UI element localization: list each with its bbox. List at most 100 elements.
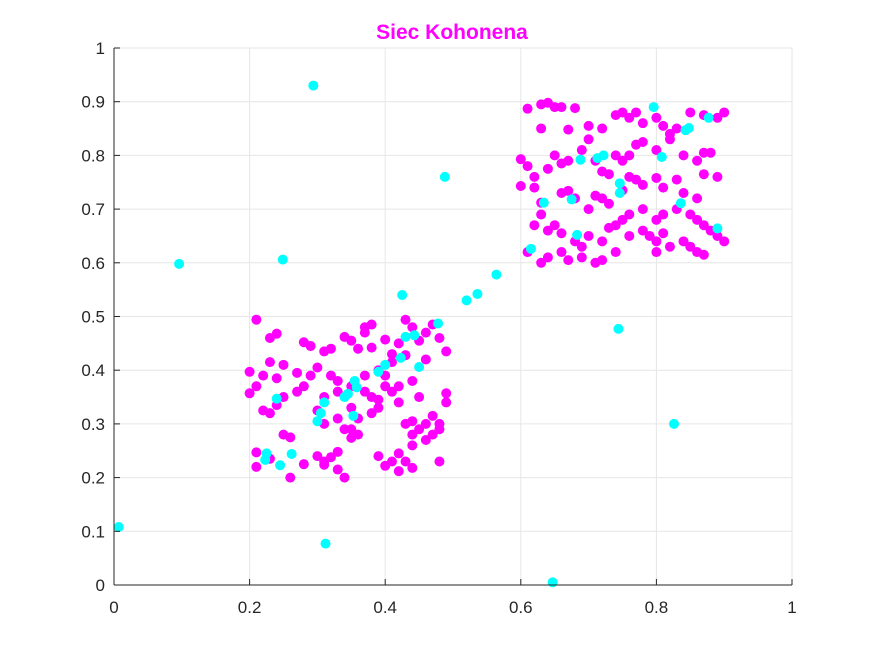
scatter-point-series-1 xyxy=(359,386,370,397)
scatter-point-series-1 xyxy=(522,161,533,172)
x-tick-label: 0.2 xyxy=(238,598,262,617)
scatter-point-series-1 xyxy=(359,370,370,381)
scatter-point-series-1 xyxy=(400,456,411,467)
scatter-point-series-1 xyxy=(698,249,709,260)
scatter-point-series-2 xyxy=(461,295,472,306)
scatter-point-series-1 xyxy=(637,136,648,147)
scatter-point-series-1 xyxy=(624,209,635,220)
scatter-point-series-1 xyxy=(678,150,689,161)
scatter-point-series-1 xyxy=(258,370,269,381)
scatter-point-series-1 xyxy=(373,402,384,413)
scatter-point-series-2 xyxy=(472,288,483,299)
scatter-point-series-2 xyxy=(312,416,323,427)
x-tick-label: 0.4 xyxy=(373,598,397,617)
scatter-point-series-1 xyxy=(434,332,445,343)
scatter-point-series-1 xyxy=(597,193,608,204)
scatter-point-series-1 xyxy=(542,252,553,263)
y-tick-label: 0.5 xyxy=(81,308,105,327)
scatter-point-series-1 xyxy=(244,388,255,399)
scatter-point-series-1 xyxy=(407,440,418,451)
scatter-point-series-2 xyxy=(174,258,185,269)
scatter-point-series-1 xyxy=(325,343,336,354)
scatter-point-series-1 xyxy=(583,120,594,131)
y-tick-label: 0.7 xyxy=(81,200,105,219)
scatter-point-series-1 xyxy=(414,424,425,435)
scatter-point-series-1 xyxy=(420,354,431,365)
scatter-point-series-1 xyxy=(692,193,703,204)
scatter-point-series-1 xyxy=(624,112,635,123)
scatter-point-series-1 xyxy=(346,424,357,435)
points-layer xyxy=(113,80,730,588)
scatter-point-series-2 xyxy=(592,153,603,164)
scatter-point-series-1 xyxy=(583,134,594,145)
scatter-point-series-1 xyxy=(264,408,275,419)
scatter-point-series-1 xyxy=(658,209,669,220)
scatter-point-series-2 xyxy=(113,522,124,533)
scatter-point-series-1 xyxy=(685,241,696,252)
scatter-point-series-1 xyxy=(420,327,431,338)
scatter-point-series-1 xyxy=(366,392,377,403)
scatter-point-series-1 xyxy=(414,392,425,403)
scatter-point-series-1 xyxy=(583,230,594,241)
scatter-point-series-1 xyxy=(692,155,703,166)
scatter-point-series-1 xyxy=(366,408,377,419)
scatter-point-series-1 xyxy=(420,435,431,446)
scatter-point-series-1 xyxy=(563,255,574,266)
scatter-point-series-1 xyxy=(631,174,642,185)
scatter-point-series-1 xyxy=(251,461,262,472)
scatter-point-series-1 xyxy=(264,357,275,368)
scatter-point-series-1 xyxy=(563,124,574,135)
scatter-point-series-1 xyxy=(576,145,587,156)
scatter-point-series-1 xyxy=(529,171,540,182)
scatter-point-series-1 xyxy=(353,429,364,440)
scatter-point-series-1 xyxy=(325,452,336,463)
scatter-point-series-1 xyxy=(386,349,397,360)
scatter-point-series-1 xyxy=(671,174,682,185)
scatter-point-series-1 xyxy=(705,147,716,158)
scatter-point-series-2 xyxy=(277,254,288,265)
scatter-point-series-1 xyxy=(319,459,330,470)
scatter-point-series-1 xyxy=(576,252,587,263)
scatter-point-series-2 xyxy=(397,290,408,301)
scatter-point-series-1 xyxy=(685,107,696,118)
scatter-point-series-1 xyxy=(698,169,709,180)
axes xyxy=(113,47,793,586)
y-tick-label: 0 xyxy=(96,576,105,595)
y-tick-label: 0.2 xyxy=(81,469,105,488)
scatter-point-series-2 xyxy=(319,397,330,408)
scatter-point-series-1 xyxy=(529,182,540,193)
scatter-point-series-1 xyxy=(597,123,608,134)
scatter-point-series-1 xyxy=(339,472,350,483)
y-tick-label: 0.4 xyxy=(81,361,105,380)
scatter-point-series-1 xyxy=(610,220,621,231)
scatter-point-series-1 xyxy=(441,397,452,408)
scatter-point-series-1 xyxy=(678,187,689,198)
scatter-point-series-2 xyxy=(339,392,350,403)
scatter-point-series-1 xyxy=(637,118,648,129)
scatter-point-series-1 xyxy=(698,220,709,231)
scatter-point-series-2 xyxy=(491,269,502,280)
scatter-point-series-1 xyxy=(386,456,397,467)
scatter-point-series-2 xyxy=(380,359,391,370)
scatter-point-series-1 xyxy=(583,204,594,215)
scatter-point-series-2 xyxy=(703,112,714,123)
scatter-point-series-1 xyxy=(685,209,696,220)
scatter-point-series-1 xyxy=(366,342,377,353)
scatter-point-series-1 xyxy=(631,107,642,118)
scatter-point-series-1 xyxy=(305,370,316,381)
chart-title: Siec Kohonena xyxy=(376,21,528,44)
scatter-point-series-1 xyxy=(515,181,526,192)
scatter-point-series-1 xyxy=(285,472,296,483)
scatter-point-series-1 xyxy=(434,456,445,467)
scatter-point-series-2 xyxy=(320,538,331,549)
scatter-point-series-1 xyxy=(353,343,364,354)
scatter-point-series-1 xyxy=(332,375,343,386)
scatter-point-series-1 xyxy=(332,386,343,397)
scatter-point-series-2 xyxy=(683,123,694,134)
scatter-point-series-1 xyxy=(251,314,262,325)
scatter-point-series-1 xyxy=(251,447,262,458)
scatter-point-series-1 xyxy=(346,402,357,413)
scatter-point-series-1 xyxy=(610,150,621,161)
scatter-point-series-2 xyxy=(538,197,549,208)
scatter-point-series-1 xyxy=(651,145,662,156)
